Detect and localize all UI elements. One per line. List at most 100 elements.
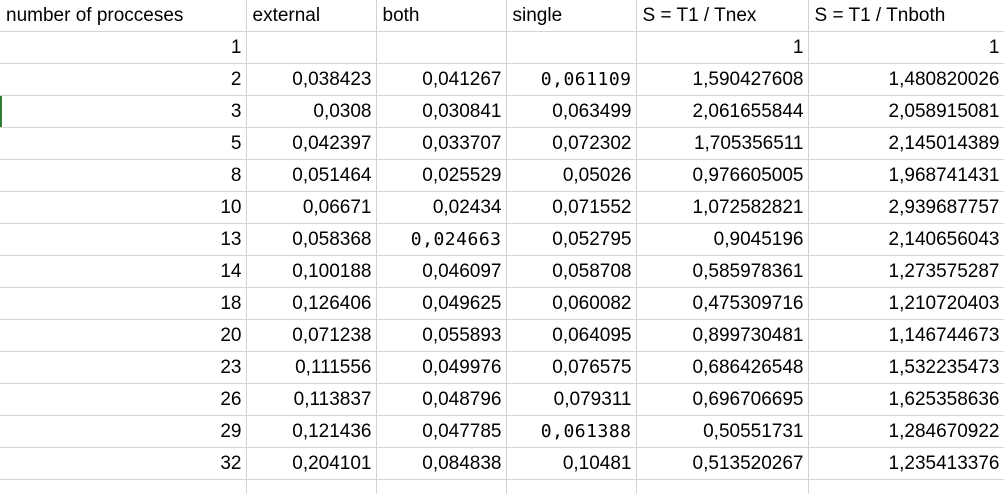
empty-cell[interactable] (506, 479, 637, 494)
cell-single[interactable]: 0,05026 (506, 159, 637, 192)
cell-external[interactable]: 0,06671 (246, 191, 377, 224)
cell-both[interactable]: 0,046097 (376, 255, 507, 288)
empty-cell[interactable] (246, 479, 377, 494)
cell-external[interactable]: 0,071238 (246, 319, 377, 352)
header-cell-speedup-both[interactable]: S = T1 / Tnboth (808, 0, 1004, 32)
cell-external[interactable]: 0,204101 (246, 447, 377, 480)
cell-processes[interactable]: 8 (0, 159, 247, 192)
cell-speedup-external[interactable]: 0,686426548 (636, 351, 809, 384)
cell-processes[interactable]: 10 (0, 191, 247, 224)
cell-single[interactable]: 0,10481 (506, 447, 637, 480)
table-row: 5 0,042397 0,033707 0,072302 1,705356511 2,14… (0, 127, 1004, 160)
header-cell-external[interactable]: external (246, 0, 377, 32)
cell-speedup-both[interactable]: 1,235413376 (808, 447, 1004, 480)
cell-both[interactable]: 0,049976 (376, 351, 507, 384)
cell-single[interactable]: 0,058708 (506, 255, 637, 288)
cell-speedup-external[interactable]: 0,976605005 (636, 159, 809, 192)
cell-speedup-external[interactable]: 2,061655844 (636, 95, 809, 128)
empty-cell[interactable] (636, 479, 809, 494)
header-cell-processes[interactable]: number of procceses (0, 0, 247, 32)
empty-cell[interactable] (808, 479, 1004, 494)
cell-processes[interactable]: 18 (0, 287, 247, 320)
cell-speedup-both[interactable]: 2,140656043 (808, 223, 1004, 256)
cell-processes[interactable]: 23 (0, 351, 247, 384)
cell-speedup-both[interactable]: 1,625358636 (808, 383, 1004, 416)
cell-both[interactable]: 0,024663 (376, 223, 507, 256)
cell-both[interactable]: 0,055893 (376, 319, 507, 352)
cell-processes[interactable]: 3 (0, 95, 247, 128)
cell-external[interactable] (246, 31, 377, 64)
cell-single[interactable]: 0,072302 (506, 127, 637, 160)
cell-both[interactable]: 0,084838 (376, 447, 507, 480)
cell-single[interactable]: 0,061388 (506, 415, 637, 448)
cell-external[interactable]: 0,051464 (246, 159, 377, 192)
header-cell-both[interactable]: both (376, 0, 507, 32)
cell-single[interactable]: 0,064095 (506, 319, 637, 352)
table-row: 26 0,113837 0,048796 0,079311 0,696706695 1,6… (0, 383, 1004, 416)
cell-processes[interactable]: 2 (0, 63, 247, 96)
cell-both[interactable]: 0,041267 (376, 63, 507, 96)
cell-speedup-both[interactable]: 2,058915081 (808, 95, 1004, 128)
cell-processes[interactable]: 1 (0, 31, 247, 64)
cell-single[interactable]: 0,076575 (506, 351, 637, 384)
empty-cell[interactable] (376, 479, 507, 494)
cell-speedup-external[interactable]: 1,705356511 (636, 127, 809, 160)
cell-both[interactable]: 0,030841 (376, 95, 507, 128)
cell-processes[interactable]: 14 (0, 255, 247, 288)
cell-external[interactable]: 0,100188 (246, 255, 377, 288)
cell-external[interactable]: 0,042397 (246, 127, 377, 160)
cell-speedup-external[interactable]: 0,475309716 (636, 287, 809, 320)
cell-speedup-both[interactable]: 1,284670922 (808, 415, 1004, 448)
cell-external[interactable]: 0,121436 (246, 415, 377, 448)
cell-external[interactable]: 0,058368 (246, 223, 377, 256)
cell-speedup-both[interactable]: 1,273575287 (808, 255, 1004, 288)
cell-external[interactable]: 0,113837 (246, 383, 377, 416)
cell-both[interactable]: 0,02434 (376, 191, 507, 224)
cell-both[interactable]: 0,048796 (376, 383, 507, 416)
cell-single[interactable]: 0,071552 (506, 191, 637, 224)
cell-external[interactable]: 0,111556 (246, 351, 377, 384)
cell-both[interactable] (376, 31, 507, 64)
cell-single[interactable]: 0,079311 (506, 383, 637, 416)
cell-speedup-both[interactable]: 1,968741431 (808, 159, 1004, 192)
cell-single[interactable]: 0,063499 (506, 95, 637, 128)
cell-speedup-external[interactable]: 0,696706695 (636, 383, 809, 416)
cell-single[interactable] (506, 31, 637, 64)
cell-single[interactable]: 0,061109 (506, 63, 637, 96)
cell-speedup-both[interactable]: 1,146744673 (808, 319, 1004, 352)
cell-both[interactable]: 0,047785 (376, 415, 507, 448)
cell-both[interactable]: 0,033707 (376, 127, 507, 160)
cell-speedup-external[interactable]: 1,590427608 (636, 63, 809, 96)
cell-external[interactable]: 0,126406 (246, 287, 377, 320)
cell-speedup-both[interactable]: 1,210720403 (808, 287, 1004, 320)
cell-single[interactable]: 0,052795 (506, 223, 637, 256)
cell-speedup-both[interactable]: 1,480820026 (808, 63, 1004, 96)
cell-speedup-both[interactable]: 1,532235473 (808, 351, 1004, 384)
cell-speedup-external[interactable]: 0,50551731 (636, 415, 809, 448)
header-cell-single[interactable]: single (506, 0, 637, 32)
cell-processes[interactable]: 5 (0, 127, 247, 160)
empty-cell[interactable] (0, 479, 247, 494)
cell-processes[interactable]: 29 (0, 415, 247, 448)
cell-processes[interactable]: 13 (0, 223, 247, 256)
header-cell-speedup-external[interactable]: S = T1 / Tnex (636, 0, 809, 32)
cell-speedup-external[interactable]: 0,513520267 (636, 447, 809, 480)
cell-speedup-external[interactable]: 1,072582821 (636, 191, 809, 224)
cell-both[interactable]: 0,049625 (376, 287, 507, 320)
cell-speedup-external[interactable]: 1 (636, 31, 809, 64)
cell-both[interactable]: 0,025529 (376, 159, 507, 192)
cell-speedup-external[interactable]: 0,899730481 (636, 319, 809, 352)
cell-speedup-both[interactable]: 2,145014389 (808, 127, 1004, 160)
cell-processes[interactable]: 20 (0, 319, 247, 352)
cell-processes[interactable]: 32 (0, 447, 247, 480)
cell-speedup-both[interactable]: 2,939687757 (808, 191, 1004, 224)
cell-external[interactable]: 0,038423 (246, 63, 377, 96)
cell-speedup-external[interactable]: 0,585978361 (636, 255, 809, 288)
cell-processes[interactable]: 26 (0, 383, 247, 416)
cell-speedup-external[interactable]: 0,9045196 (636, 223, 809, 256)
cell-external[interactable]: 0,0308 (246, 95, 377, 128)
cell-speedup-both[interactable]: 1 (808, 31, 1004, 64)
table-row: 18 0,126406 0,049625 0,060082 0,475309716 1,2… (0, 287, 1004, 320)
cell-single[interactable]: 0,060082 (506, 287, 637, 320)
